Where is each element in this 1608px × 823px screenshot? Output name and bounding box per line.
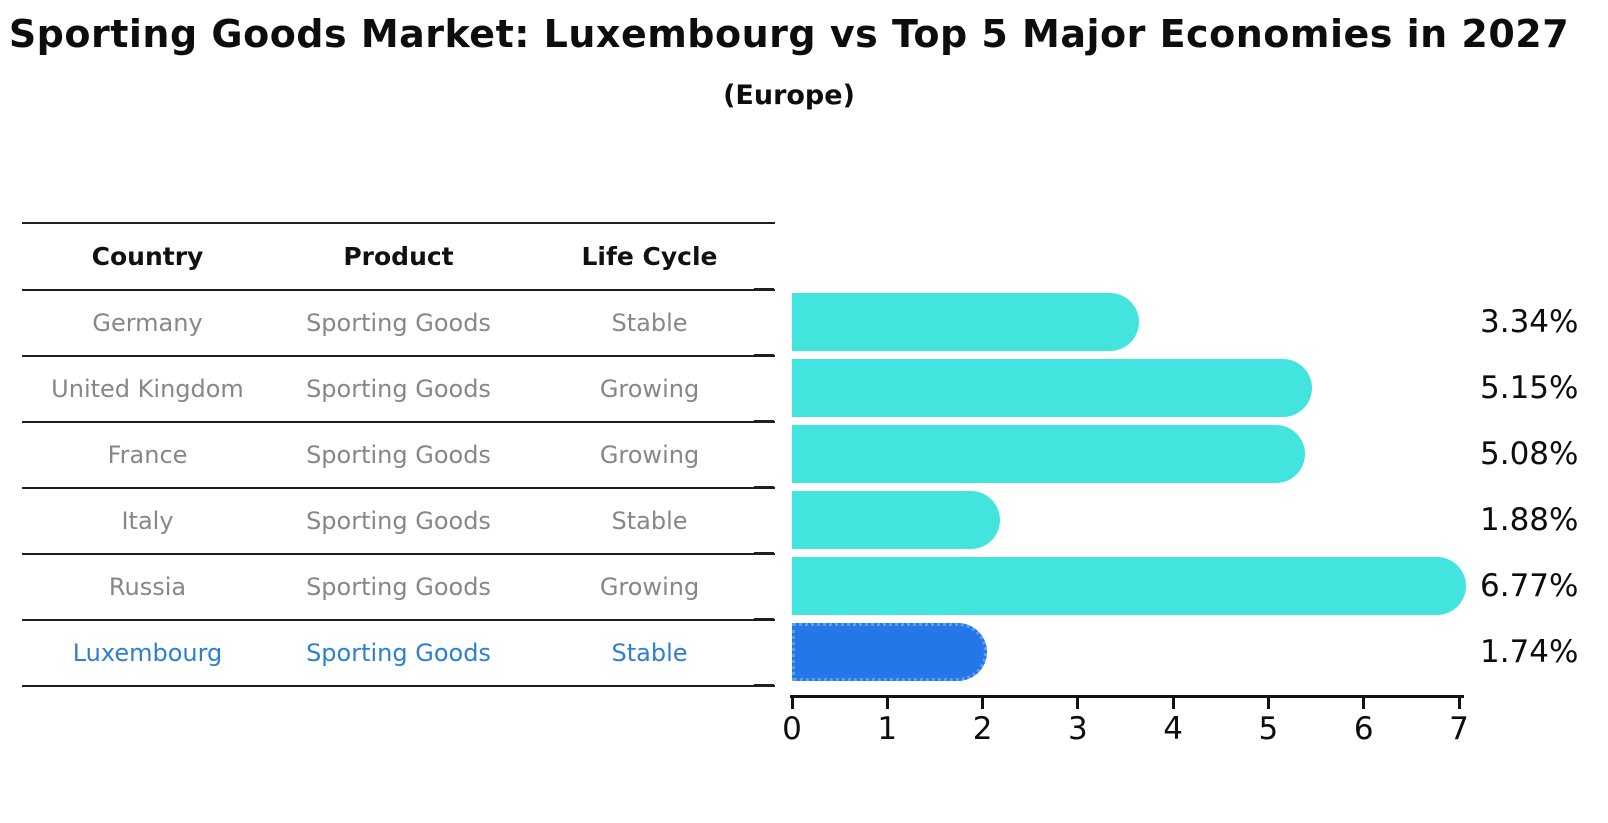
table-row-luxembourg: Luxembourg Sporting Goods Stable bbox=[22, 621, 775, 687]
bar-russia bbox=[792, 557, 1467, 615]
x-tick-label: 0 bbox=[782, 711, 802, 747]
table-row-united-kingdom: United Kingdom Sporting Goods Growing bbox=[22, 357, 775, 423]
value-label-united-kingdom: 5.15% bbox=[1480, 370, 1579, 406]
value-label-russia: 6.77% bbox=[1480, 568, 1579, 604]
x-tick-mark bbox=[1266, 698, 1270, 709]
y-tick-mark bbox=[754, 683, 774, 687]
cell-country: Italy bbox=[121, 507, 174, 535]
cell-product: Sporting Goods bbox=[306, 639, 491, 667]
bar-luxembourg bbox=[792, 623, 987, 681]
x-tick-label: 2 bbox=[972, 711, 993, 747]
x-tick-mark bbox=[1457, 698, 1461, 709]
x-tick-mark bbox=[1171, 698, 1175, 709]
x-tick-mark bbox=[981, 698, 985, 709]
x-tick-label: 3 bbox=[1068, 711, 1088, 747]
cell-life-cycle: Stable bbox=[611, 309, 688, 337]
y-tick-mark bbox=[754, 287, 774, 291]
bar-italy bbox=[792, 491, 1001, 549]
cell-country: France bbox=[107, 441, 188, 469]
cell-life-cycle: Growing bbox=[599, 573, 700, 601]
cell-country: United Kingdom bbox=[51, 375, 244, 403]
y-tick-mark bbox=[754, 353, 774, 357]
chart-title: Sporting Goods Market: Luxembourg vs Top… bbox=[8, 12, 1570, 56]
y-tick-mark bbox=[754, 551, 774, 555]
cell-life-cycle: Growing bbox=[599, 375, 700, 403]
cell-country: Luxembourg bbox=[72, 639, 223, 667]
value-label-italy: 1.88% bbox=[1480, 502, 1579, 538]
cell-life-cycle: Stable bbox=[611, 639, 688, 667]
chart-subtitle: (Europe) bbox=[723, 80, 855, 111]
value-label-column: 3.34% 5.15% 5.08% 1.88% 6.77% 1.74% bbox=[1480, 289, 1600, 685]
table-header-row: Country Product Life Cycle bbox=[22, 224, 775, 291]
value-label-france: 5.08% bbox=[1480, 436, 1579, 472]
column-header-country: Country bbox=[91, 242, 204, 271]
x-tick-label: 5 bbox=[1258, 711, 1279, 747]
x-tick-mark bbox=[885, 698, 889, 709]
y-tick-mark bbox=[754, 617, 774, 621]
bar-plot-area bbox=[792, 289, 1492, 685]
y-tick-mark bbox=[754, 485, 774, 489]
cell-product: Sporting Goods bbox=[306, 441, 491, 469]
cell-product: Sporting Goods bbox=[306, 375, 491, 403]
table-row-france: France Sporting Goods Growing bbox=[22, 423, 775, 489]
column-header-life-cycle: Life Cycle bbox=[581, 242, 718, 271]
bar-united-kingdom bbox=[792, 359, 1312, 417]
cell-product: Sporting Goods bbox=[306, 573, 491, 601]
column-header-product: Product bbox=[343, 242, 454, 271]
x-tick-mark bbox=[790, 698, 794, 709]
table-row-germany: Germany Sporting Goods Stable bbox=[22, 291, 775, 357]
cell-country: Russia bbox=[108, 573, 187, 601]
x-tick-mark bbox=[1362, 698, 1366, 709]
cell-country: Germany bbox=[92, 309, 203, 337]
cell-product: Sporting Goods bbox=[306, 507, 491, 535]
x-axis-line bbox=[790, 695, 1464, 698]
x-tick-label: 7 bbox=[1449, 711, 1469, 747]
country-table: Country Product Life Cycle Germany Sport… bbox=[22, 222, 775, 687]
x-tick-mark bbox=[1076, 698, 1080, 709]
table-row-italy: Italy Sporting Goods Stable bbox=[22, 489, 775, 555]
x-tick-label: 6 bbox=[1353, 711, 1374, 747]
bar-germany bbox=[792, 293, 1140, 351]
value-label-germany: 3.34% bbox=[1480, 304, 1579, 340]
y-tick-mark bbox=[754, 419, 774, 423]
cell-life-cycle: Stable bbox=[611, 507, 688, 535]
cell-product: Sporting Goods bbox=[306, 309, 491, 337]
value-label-luxembourg: 1.74% bbox=[1480, 634, 1579, 670]
x-tick-label: 1 bbox=[877, 711, 898, 747]
x-tick-label: 4 bbox=[1163, 711, 1183, 747]
cell-life-cycle: Growing bbox=[599, 441, 700, 469]
bar-france bbox=[792, 425, 1306, 483]
table-row-russia: Russia Sporting Goods Growing bbox=[22, 555, 775, 621]
